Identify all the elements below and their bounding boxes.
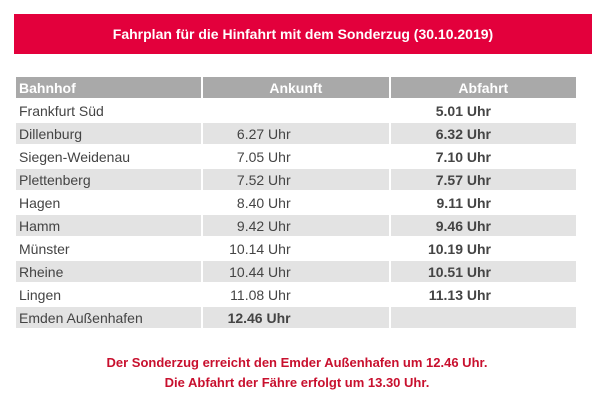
table-row: Frankfurt Süd 5.01 Uhr <box>16 100 576 121</box>
cell-departure <box>390 307 576 328</box>
table-row: Plettenberg 7.52 Uhr 7.57 Uhr <box>16 169 576 190</box>
table-row: Rheine 10.44 Uhr 10.51 Uhr <box>16 261 576 282</box>
cell-station: Frankfurt Süd <box>19 102 104 119</box>
cell-station: Dillenburg <box>16 123 201 144</box>
cell-departure: 11.13 Uhr <box>428 286 491 303</box>
table-row: Hamm 9.42 Uhr 9.46 Uhr <box>16 215 576 236</box>
table-row: Lingen 11.08 Uhr 11.13 Uhr <box>16 284 576 305</box>
cell-arrival: 8.40 Uhr <box>236 194 291 211</box>
cell-departure: 10.19 Uhr <box>427 240 491 257</box>
cell-arrival: 7.52 Uhr <box>203 169 389 190</box>
timetable: Bahnhof Ankunft Abfahrt Frankfurt Süd 5.… <box>14 75 578 330</box>
cell-departure: 7.10 Uhr <box>435 148 491 165</box>
cell-departure: 9.11 Uhr <box>436 194 491 211</box>
cell-arrival: 9.42 Uhr <box>203 215 389 236</box>
cell-departure: 5.01 Uhr <box>435 102 491 119</box>
table-row: Münster 10.14 Uhr 10.19 Uhr <box>16 238 576 259</box>
cell-departure: 9.46 Uhr <box>390 215 576 236</box>
cell-arrival: 6.27 Uhr <box>203 123 389 144</box>
cell-arrival: 10.44 Uhr <box>203 261 389 282</box>
ferry-departure-note: Die Abfahrt der Fähre erfolgt um 13.30 U… <box>164 375 430 390</box>
table-row: Hagen 8.40 Uhr 9.11 Uhr <box>16 192 576 213</box>
table-row: Emden Außenhafen 12.46 Uhr <box>16 307 576 328</box>
cell-station: Siegen-Weidenau <box>19 148 131 165</box>
page-title: Fahrplan für die Hinfahrt mit dem Sonder… <box>14 14 592 54</box>
cell-station: Rheine <box>16 261 201 282</box>
cell-station: Plettenberg <box>16 169 201 190</box>
cell-station: Hamm <box>16 215 201 236</box>
table-row: Dillenburg 6.27 Uhr 6.32 Uhr <box>16 123 576 144</box>
cell-arrival: 11.08 Uhr <box>230 286 291 303</box>
cell-departure: 7.57 Uhr <box>390 169 576 190</box>
cell-station: Lingen <box>19 286 62 303</box>
arrival-note: Der Sonderzug erreicht den Emder Außenha… <box>106 355 488 370</box>
cell-arrival: 7.05 Uhr <box>236 148 291 165</box>
cell-station: Emden Außenhafen <box>16 307 201 328</box>
header-station: Bahnhof <box>16 77 201 98</box>
table-row: Siegen-Weidenau 7.05 Uhr 7.10 Uhr <box>16 146 576 167</box>
cell-station: Münster <box>19 240 70 257</box>
cell-arrival: 12.46 Uhr <box>203 307 389 328</box>
cell-departure: 6.32 Uhr <box>390 123 576 144</box>
header-departure: Abfahrt <box>390 77 576 98</box>
cell-station: Hagen <box>19 194 61 211</box>
cell-arrival <box>203 100 389 121</box>
header-arrival: Ankunft <box>203 77 389 98</box>
table-header-row: Bahnhof Ankunft Abfahrt <box>16 77 576 98</box>
cell-arrival: 10.14 Uhr <box>229 240 291 257</box>
page-title-text: Fahrplan für die Hinfahrt mit dem Sonder… <box>112 26 494 42</box>
cell-departure: 10.51 Uhr <box>390 261 576 282</box>
